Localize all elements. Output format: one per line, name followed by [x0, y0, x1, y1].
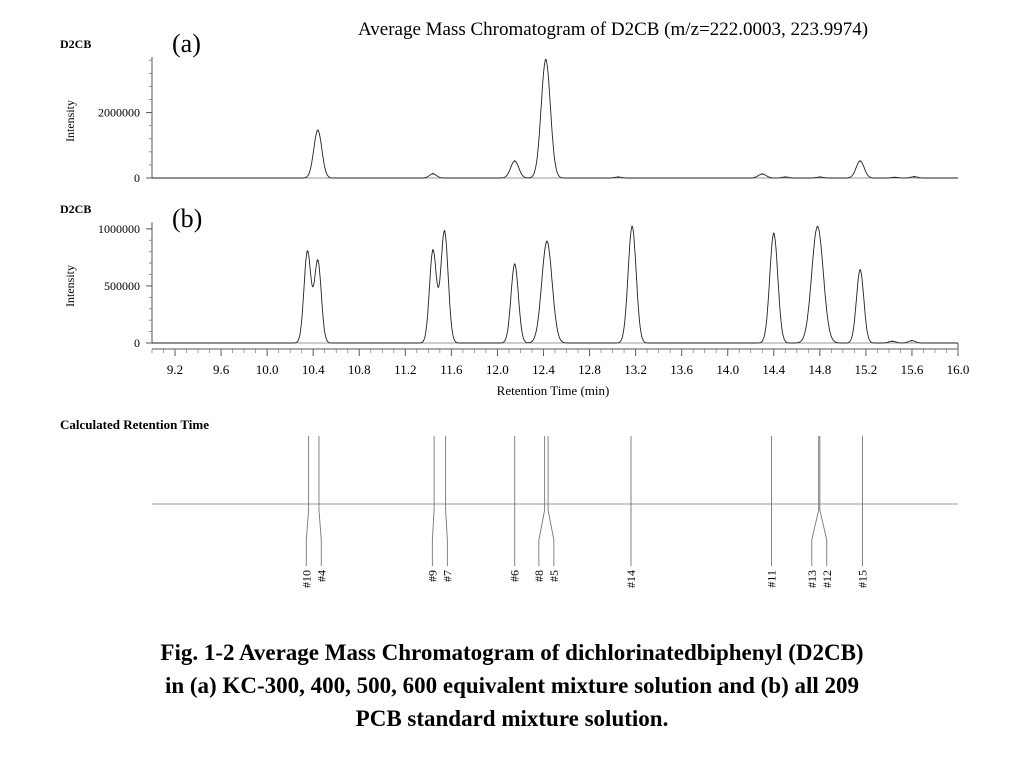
panel-a-peaks — [317, 58, 915, 179]
x-tick-label: 9.2 — [167, 362, 183, 377]
x-tick-label: 14.0 — [716, 362, 739, 377]
x-tick-label: 11.2 — [394, 362, 416, 377]
calculated-rt-label: #8 — [532, 570, 546, 582]
panel-b-x-ticks: 9.2 9.6 10.0 10.4 10.8 11.2 11.6 12.0 12.4 12.8 13… — [151, 349, 970, 377]
calculated-rt-leader — [431, 509, 435, 566]
panel-a-peak-2 — [432, 172, 434, 175]
panel-b-peak-5 — [513, 263, 516, 266]
panel-a-trace — [152, 58, 958, 179]
calculated-rt-leader — [445, 509, 448, 566]
panel-a-peak-1 — [317, 129, 319, 132]
x-tick-label: 10.4 — [302, 362, 325, 377]
panel-a-peak-8 — [819, 176, 821, 178]
panel-b-compound-label: D2CB — [60, 202, 91, 216]
panel-b-trace — [152, 225, 958, 344]
panel-a-peak-11 — [913, 175, 915, 178]
panel-a-y-tick-label: 2000000 — [98, 106, 140, 120]
panel-b-y-tick-label: 1000000 — [98, 222, 140, 236]
calculated-rt-leader — [547, 509, 555, 566]
panel-b-peak-6 — [546, 240, 548, 243]
calculated-rt-label: #15 — [855, 570, 869, 588]
panel-a-peak-3 — [513, 160, 516, 162]
x-tick-label: 14.8 — [808, 362, 831, 377]
x-tick-label: 12.8 — [578, 362, 601, 377]
x-axis-label: Retention Time (min) — [497, 383, 610, 398]
panel-b-peak-2 — [317, 260, 319, 262]
caption-line-3: PCB standard mixture solution. — [355, 706, 669, 731]
panel-a-peak-9 — [859, 160, 861, 162]
panel-a-y-axis-label: Intensity — [63, 100, 77, 142]
calculated-rt-label: #6 — [508, 570, 522, 582]
x-tick-label: 9.6 — [213, 362, 230, 377]
x-tick-label: 10.0 — [256, 362, 279, 377]
caption-line-1: Fig. 1-2 Average Mass Chromatogram of di… — [160, 640, 864, 665]
panel-b-peak-12 — [911, 339, 913, 342]
calculated-rt-label: #12 — [820, 570, 834, 588]
panel-b-label: (b) — [172, 204, 202, 233]
x-tick-label: 13.2 — [624, 362, 647, 377]
panel-b: (b) D2CB Intensity 0 500000 1000000 9.2 9.6… — [60, 202, 969, 398]
caption-line-2: in (a) KC-300, 400, 500, 600 equivalent … — [164, 673, 860, 698]
calculated-rt-label: #11 — [765, 570, 779, 588]
calculated-rt-leader — [811, 509, 820, 566]
panel-a-peak-6 — [761, 173, 764, 175]
panel-a: (a) D2CB Intensity 0 2000000 — [60, 29, 958, 185]
panel-a-y-tick-label: 0 — [134, 171, 140, 185]
panel-b-y-tick-label: 0 — [134, 336, 140, 350]
x-tick-label: 12.4 — [532, 362, 555, 377]
panel-b-peak-7 — [631, 225, 633, 228]
x-tick-label: 14.4 — [762, 362, 785, 377]
x-tick-label: 16.0 — [947, 362, 970, 377]
panel-b-peak-4 — [443, 230, 446, 232]
figure-caption: Fig. 1-2 Average Mass Chromatogram of di… — [0, 636, 1024, 735]
calculated-rt-label: #7 — [440, 570, 454, 582]
panel-b-peak-8 — [773, 232, 775, 235]
panel-a-peak-10 — [893, 176, 896, 179]
panel-a-peak-4 — [545, 58, 547, 61]
calculated-rt-label: #13 — [805, 570, 819, 588]
panel-b-y-tick-label: 500000 — [104, 279, 140, 293]
panel-a-peak-5 — [617, 176, 620, 178]
calculated-rt-leader — [305, 509, 310, 566]
calculated-rt-label: #10 — [299, 570, 313, 588]
x-tick-label: 12.0 — [486, 362, 509, 377]
panel-a-compound-label: D2CB — [60, 37, 91, 51]
calculated-rt-leader — [538, 509, 546, 566]
x-tick-label: 15.2 — [855, 362, 878, 377]
x-tick-label: 13.6 — [670, 362, 693, 377]
chart-title: Average Mass Chromatogram of D2CB (m/z=2… — [358, 19, 868, 40]
calculated-rt-label: #4 — [314, 570, 328, 582]
calculated-rt-label: #9 — [425, 570, 439, 582]
x-tick-label: 15.6 — [901, 362, 924, 377]
chromatogram-figure: Average Mass Chromatogram of D2CB (m/z=2… — [60, 19, 969, 588]
panel-b-peaks — [306, 225, 913, 343]
panel-b-y-axis-label: Intensity — [63, 265, 77, 307]
x-tick-label: 11.6 — [440, 362, 463, 377]
panel-b-peak-9 — [816, 225, 819, 228]
calculated-rt-label: #5 — [547, 570, 561, 582]
panel-a-y-ticks: 0 2000000 — [98, 106, 152, 185]
calculated-rt-markers: #10 #4 #9 #7 #6 #8 #5 #14 #11 #13 #12 #15 — [299, 436, 869, 588]
calculated-rt-leader — [819, 509, 828, 566]
panel-b-peak-11 — [891, 340, 894, 343]
panel-b-y-ticks: 0 500000 1000000 — [98, 222, 152, 350]
calculated-rt-label: #14 — [624, 570, 638, 588]
calculated-rt-panel: Calculated Retention Time #10 #4 #9 #7 #6 #8 #… — [60, 417, 958, 588]
panel-a-peak-7 — [784, 176, 787, 178]
x-tick-label: 10.8 — [348, 362, 371, 377]
calculated-rt-title: Calculated Retention Time — [60, 417, 209, 432]
panel-b-peak-1 — [306, 250, 309, 253]
panel-b-peak-10 — [859, 269, 861, 271]
panel-a-label: (a) — [172, 29, 201, 58]
calculated-rt-leader — [318, 509, 322, 566]
panel-b-peak-3 — [432, 249, 434, 252]
